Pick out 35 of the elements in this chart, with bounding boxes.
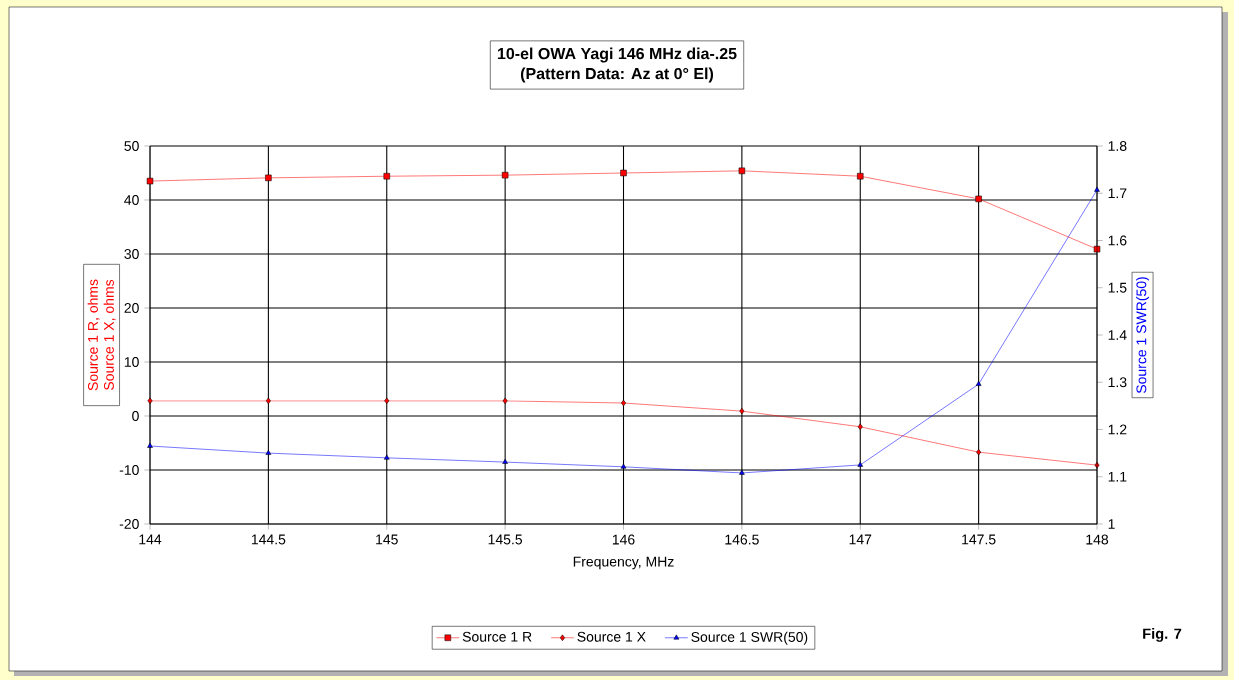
x-tick-label: 144 <box>139 534 162 545</box>
chart-subtitle: (Pattern Data: Az at 0° El) <box>520 67 714 83</box>
y2-tick-label: 1.6 <box>1108 235 1127 246</box>
legend-label: Source 1 R <box>462 631 532 642</box>
legend-label: Source 1 SWR(50) <box>691 631 808 645</box>
y2-tick-label: 1.4 <box>1108 330 1127 340</box>
legend-label: Source 1 X <box>577 631 646 642</box>
y-tick-label: 0 <box>132 411 139 421</box>
y2-axis-title: Source 1 SWR(50) <box>1136 277 1150 394</box>
y2-tick-label: 1.3 <box>1108 377 1127 388</box>
y-tick-label: -20 <box>119 519 139 529</box>
x-tick-label: 147.5 <box>962 534 996 545</box>
y-tick-label: 20 <box>124 303 139 313</box>
y-tick-label: 30 <box>124 249 139 259</box>
x-tick-label: 146.5 <box>725 534 759 545</box>
x-tick-label: 145.5 <box>488 534 523 545</box>
x-tick-label: 146 <box>612 534 635 545</box>
x-tick-label: 144.5 <box>251 534 286 545</box>
y-tick-label: 50 <box>124 141 139 151</box>
y2-tick-label: 1.5 <box>1108 282 1127 293</box>
y-tick-label: 10 <box>124 357 139 367</box>
y2-tick-label: 1.8 <box>1108 141 1127 151</box>
y2-tick-label: 1.7 <box>1108 188 1127 199</box>
caption: Fig. 7 <box>1143 628 1182 642</box>
y2-tick-label: 1.1 <box>1108 471 1127 482</box>
x-tick-label: 147 <box>849 534 872 545</box>
y2-tick-label: 1.2 <box>1108 424 1127 435</box>
y2-tick-label: 1 <box>1108 519 1115 529</box>
x-tick-label: 148 <box>1086 534 1109 545</box>
x-axis-title: Frequency, MHz <box>573 556 674 570</box>
chart-title: 10-el OWA Yagi 146 MHz dia-.25 <box>497 47 737 63</box>
y-axis-title: Source 1 R, ohms Source 1 X, ohms <box>87 279 116 391</box>
y-tick-label: -10 <box>119 465 139 475</box>
x-tick-label: 145 <box>376 534 398 545</box>
y-tick-label: 40 <box>124 195 139 205</box>
